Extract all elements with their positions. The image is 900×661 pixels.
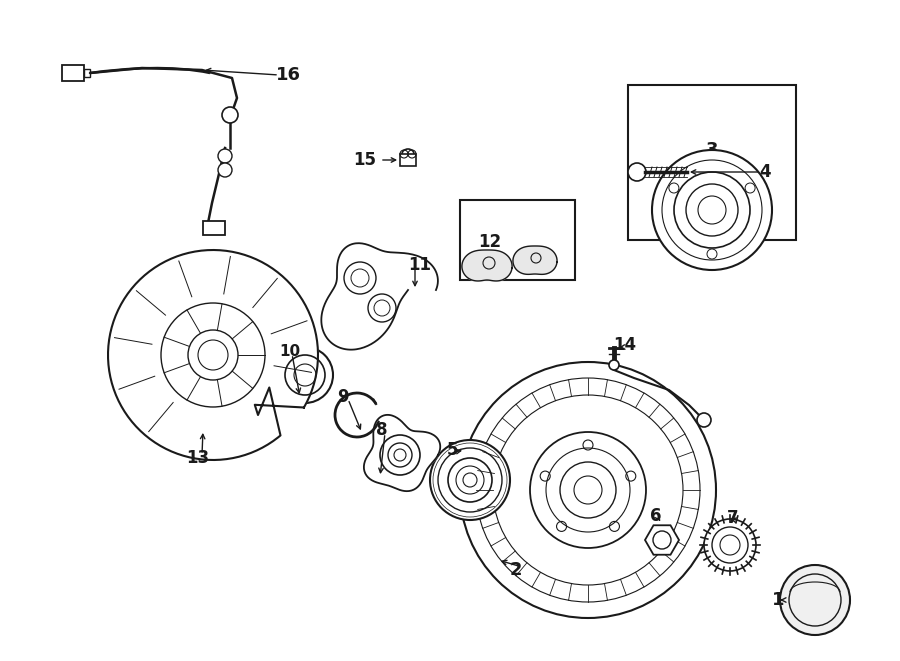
Bar [62,65,84,81]
Circle shape [652,150,772,270]
Circle shape [430,440,510,520]
Text: 13: 13 [186,449,210,467]
Text: 3: 3 [706,141,718,159]
Polygon shape [108,250,318,460]
Circle shape [609,360,619,370]
Text: 6: 6 [650,507,662,525]
Text: 15: 15 [354,151,376,169]
Polygon shape [321,243,438,350]
Polygon shape [513,246,557,274]
Bar [628,85,796,240]
Circle shape [222,107,238,123]
Circle shape [628,163,646,181]
Polygon shape [462,250,512,281]
Text: 12: 12 [479,233,501,251]
Text: 9: 9 [338,388,349,406]
Bar [460,200,575,280]
Bar [400,154,416,166]
Circle shape [697,413,711,427]
Text: 2: 2 [509,561,522,579]
Circle shape [218,163,232,177]
Circle shape [780,565,850,635]
Text: 11: 11 [409,256,431,274]
Polygon shape [645,525,679,555]
Circle shape [460,362,716,618]
Polygon shape [364,415,440,491]
Text: 4: 4 [760,163,770,181]
Text: 1: 1 [772,591,784,609]
Circle shape [277,347,333,403]
Bar [203,221,225,235]
Text: 14: 14 [614,336,636,354]
Text: 16: 16 [275,66,301,84]
Text: 10: 10 [279,344,301,360]
Text: 7: 7 [727,509,739,527]
Text: 8: 8 [376,421,388,439]
Circle shape [704,519,756,571]
Text: 5: 5 [446,441,458,459]
Bar [84,69,90,77]
Circle shape [218,149,232,163]
